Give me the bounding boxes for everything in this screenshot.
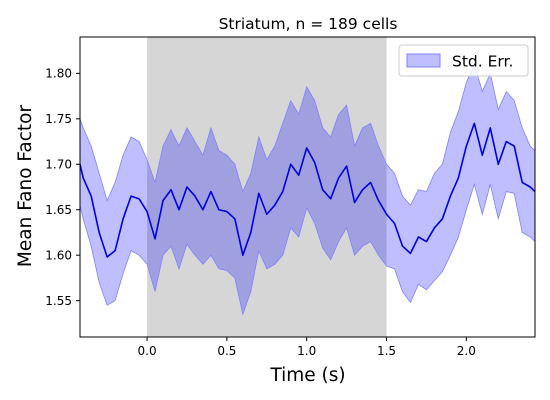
y-axis-label: Mean Fano Factor — [15, 105, 36, 268]
x-tick-label: 0.0 — [138, 344, 157, 358]
x-axis-label: Time (s) — [269, 365, 345, 386]
x-tick-label: 0.5 — [217, 344, 236, 358]
mean-fano-line — [80, 122, 535, 258]
plot-area: 0.0 0.5 1.0 1.5 2.0 1.55 1.60 1.65 1.70 1.75 1.80 — [45, 36, 536, 358]
legend: Std. Err. — [398, 44, 529, 77]
axes-frame — [79, 36, 536, 338]
y-tick-label: 1.60 — [45, 248, 72, 262]
chart-title: Striatum, n = 189 cells — [219, 15, 398, 33]
std-err-band — [80, 63, 535, 316]
legend-frame — [398, 44, 529, 77]
legend-swatch-std-err — [406, 53, 441, 68]
legend-label-std-err: Std. Err. — [452, 53, 513, 71]
x-tick-label: 1.0 — [297, 344, 316, 358]
x-tick-label: 2.0 — [457, 344, 476, 358]
y-tick-label: 1.70 — [45, 158, 72, 172]
y-tick-label: 1.65 — [45, 203, 72, 217]
y-tick-label: 1.75 — [45, 112, 72, 126]
x-tick-label: 1.5 — [377, 344, 396, 358]
y-tick-label: 1.80 — [45, 67, 72, 81]
y-tick-label: 1.55 — [45, 294, 72, 308]
